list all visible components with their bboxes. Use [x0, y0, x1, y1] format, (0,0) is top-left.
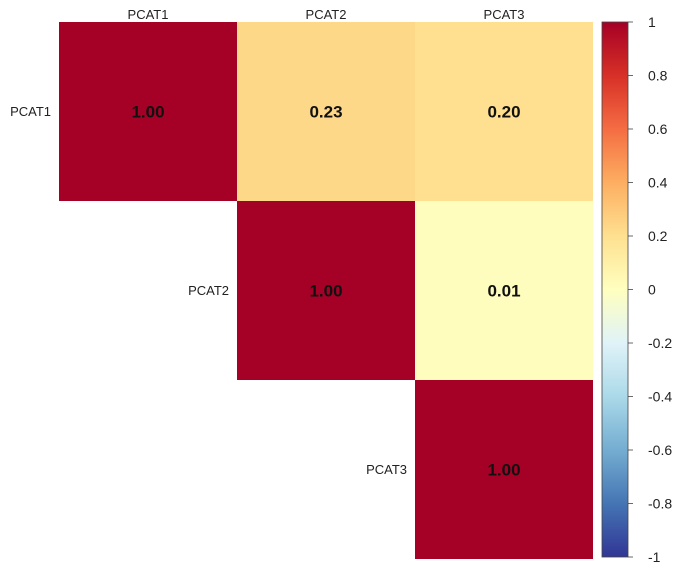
color-scale-tick-label: -0.8 [648, 496, 672, 512]
row-labels: PCAT1 PCAT2 PCAT3 [10, 104, 407, 477]
cell-value-label: 0.23 [309, 103, 342, 122]
column-label-PCAT1: PCAT1 [128, 7, 169, 22]
cell-value-label: 0.01 [487, 282, 520, 301]
color-scale-tick-label: -0.2 [648, 335, 672, 351]
cell-value-label: 1.00 [309, 282, 342, 301]
heatmap-cell-PCAT1-PCAT1 [59, 22, 237, 201]
heatmap-cell-PCAT1-PCAT2 [237, 22, 415, 201]
cell-value-label: 1.00 [487, 461, 520, 480]
color-scale-tick-label: 0.6 [648, 121, 668, 137]
heatmap-cell-PCAT2-PCAT2 [237, 201, 415, 380]
row-label-PCAT3: PCAT3 [366, 462, 407, 477]
column-label-PCAT2: PCAT2 [306, 7, 347, 22]
color-scale-tick-label: 1 [648, 14, 656, 30]
color-scale-tick-label: -1 [648, 549, 661, 565]
color-scale-tick-label: 0.8 [648, 68, 668, 84]
column-labels: PCAT1 PCAT2 PCAT3 [128, 7, 525, 22]
color-legend: 1 0.8 0.6 0.4 0.2 0 -0.2 -0.4 -0.6 -0.8 -1 [601, 14, 672, 565]
color-scale-bar [601, 21, 629, 558]
heatmap-cell-PCAT2-PCAT3 [415, 201, 593, 380]
row-label-PCAT2: PCAT2 [188, 283, 229, 298]
color-scale-tick-label: 0.4 [648, 175, 668, 191]
heatmap-cells: 1.00 0.23 0.20 1.00 0.01 1.00 [59, 22, 593, 559]
color-scale-tick-label: 0.2 [648, 228, 668, 244]
color-scale-tick-label: -0.6 [648, 442, 672, 458]
cell-value-label: 0.20 [487, 103, 520, 122]
color-scale-tick-label: 0 [648, 282, 656, 298]
row-label-PCAT1: PCAT1 [10, 104, 51, 119]
column-label-PCAT3: PCAT3 [484, 7, 525, 22]
heatmap-cell-PCAT1-PCAT3 [415, 22, 593, 201]
cell-value-label: 1.00 [131, 103, 164, 122]
color-scale-tick-label: -0.4 [648, 389, 672, 405]
heatmap-cell-PCAT3-PCAT3 [415, 380, 593, 559]
